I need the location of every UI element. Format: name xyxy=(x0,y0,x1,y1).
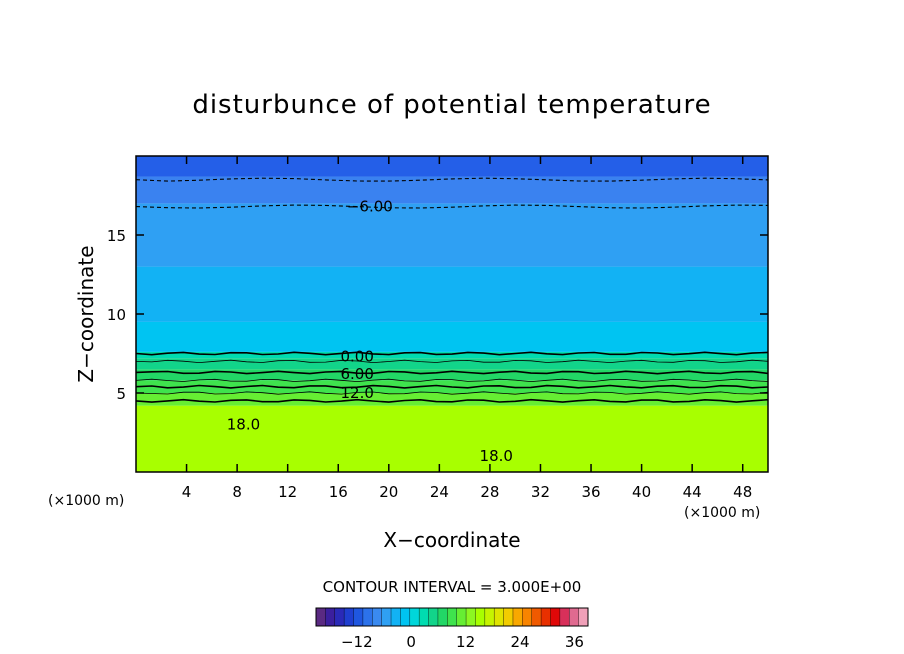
colorbar-swatch xyxy=(400,608,411,626)
colorbar-swatch xyxy=(569,608,580,626)
x-tick-label: 36 xyxy=(581,483,600,501)
colorbar-swatch xyxy=(362,608,373,626)
contour-label: 6.00 xyxy=(340,365,373,383)
contour-line-dashed-1 xyxy=(136,177,768,182)
contour-line-dashed-0 xyxy=(136,204,768,209)
plot-area xyxy=(136,156,768,472)
value-band-4 xyxy=(136,358,768,370)
contour-line-solid-6 xyxy=(136,398,768,403)
colorbar-swatch xyxy=(447,608,458,626)
colorbar-tick-label: 0 xyxy=(406,633,416,651)
x-tick-label: 12 xyxy=(278,483,297,501)
colorbar-swatch xyxy=(475,608,486,626)
colorbar-swatch xyxy=(437,608,448,626)
colorbar xyxy=(315,607,589,627)
x-tick-label: 40 xyxy=(632,483,651,501)
x-axis-label: X−coordinate xyxy=(383,528,520,552)
colorbar-swatch xyxy=(325,608,336,626)
value-band-7 xyxy=(136,266,768,322)
y-tick-label: 15 xyxy=(107,227,126,245)
x-tick-label: 24 xyxy=(430,483,449,501)
colorbar-swatch xyxy=(391,608,401,626)
y-axis: 5 10 15 xyxy=(107,227,768,403)
colorbar-swatch xyxy=(372,608,383,626)
colorbar-tick-labels: −12 0 12 24 36 xyxy=(341,633,584,651)
colorbar-swatch xyxy=(522,608,533,626)
colorbar-swatch xyxy=(456,608,467,626)
contour-label: 18.0 xyxy=(480,447,513,465)
colorbar-frame xyxy=(315,607,589,627)
contour-line-solid-4 xyxy=(136,384,768,389)
colorbar-swatch xyxy=(494,608,504,626)
x-tick-label: 16 xyxy=(329,483,348,501)
contour-line-solid-5 xyxy=(136,391,768,395)
colorbar-swatch xyxy=(344,608,354,626)
colorbar-swatch xyxy=(559,608,570,626)
colorbar-swatch xyxy=(484,608,495,626)
colorbar-swatch xyxy=(550,608,561,626)
colorbar-tick-label: 12 xyxy=(456,633,475,651)
colorbar-swatch xyxy=(503,608,514,626)
value-band-5 xyxy=(136,351,768,359)
x-tick-label: 48 xyxy=(733,483,752,501)
y-axis-label: Z−coordinate xyxy=(74,245,98,382)
colorbar-swatch xyxy=(466,608,476,626)
y-tick-label: 5 xyxy=(116,385,126,403)
value-band-8 xyxy=(136,203,768,267)
contour-label: −6.00 xyxy=(347,198,393,216)
colorbar-tick-label: −12 xyxy=(341,633,373,651)
x-tick-label: 44 xyxy=(683,483,702,501)
x-tick-label: 28 xyxy=(480,483,499,501)
colorbar-swatch xyxy=(531,608,542,626)
contour-line-solid-0 xyxy=(136,351,768,356)
colorbar-tick-label: 24 xyxy=(510,633,529,651)
value-band-9 xyxy=(136,176,768,204)
contour-label: 12.0 xyxy=(340,384,373,402)
contour-label: 0.00 xyxy=(340,348,373,366)
contour-line-solid-2 xyxy=(136,370,768,375)
x-unit-right: (×1000 m) xyxy=(684,505,760,521)
colorbar-swatch xyxy=(428,608,439,626)
contour-label: 18.0 xyxy=(227,416,260,434)
colorbar-swatch xyxy=(541,608,551,626)
colorbar-swatch xyxy=(578,608,589,626)
value-band-6 xyxy=(136,321,768,352)
x-tick-label: 4 xyxy=(182,483,192,501)
colorbar-swatch xyxy=(353,608,364,626)
colorbar-swatch xyxy=(409,608,420,626)
value-band-10 xyxy=(136,156,768,177)
x-tick-label: 20 xyxy=(379,483,398,501)
x-unit-left: (×1000 m) xyxy=(48,493,124,509)
value-band-3 xyxy=(136,369,768,381)
y-tick-label: 10 xyxy=(107,306,126,324)
x-tick-label: 32 xyxy=(531,483,550,501)
colorbar-swatch xyxy=(334,608,345,626)
contour-line-solid-3 xyxy=(136,378,768,383)
value-band-0 xyxy=(136,405,768,472)
colorbar-swatch xyxy=(419,608,429,626)
colorbar-swatch xyxy=(512,608,523,626)
colorbar-swatch xyxy=(381,608,392,626)
contour-line-solid-1 xyxy=(136,359,768,364)
value-band-1 xyxy=(136,393,768,406)
colorbar-swatch xyxy=(316,608,326,626)
contour-interval-text: CONTOUR INTERVAL = 3.000E+00 xyxy=(323,578,582,596)
x-axis: 4 8 12 16 20 24 28 32 36 40 44 48 xyxy=(182,156,752,501)
colorbar-tick-label: 36 xyxy=(565,633,584,651)
x-tick-label: 8 xyxy=(232,483,242,501)
contour-lines xyxy=(136,177,768,403)
chart-title: disturbunce of potential temperature xyxy=(192,90,711,120)
